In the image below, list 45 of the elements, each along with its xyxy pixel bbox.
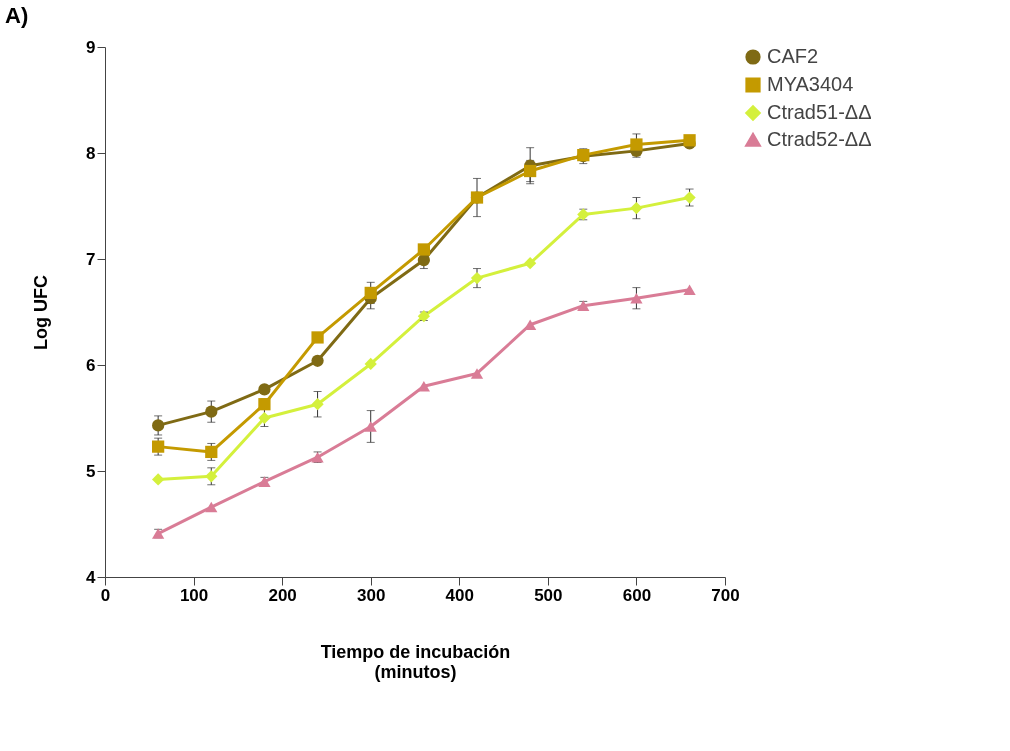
- point: [311, 398, 324, 411]
- x-tick-label: 700: [711, 585, 740, 605]
- x-tick-label: 500: [534, 585, 563, 605]
- point: [683, 284, 696, 296]
- point: [364, 286, 377, 300]
- chart-title: A): [5, 3, 29, 28]
- y-tick-label: 8: [86, 143, 96, 163]
- x-tick-label: 300: [357, 585, 386, 605]
- y-axis-title: Log UFC: [31, 275, 52, 350]
- legend-label: CAF2: [767, 45, 819, 67]
- point: [311, 354, 324, 367]
- y-tick-label: 6: [86, 355, 96, 375]
- point: [364, 421, 377, 432]
- y-tick-label: 4: [86, 567, 97, 587]
- point: [205, 501, 218, 513]
- point: [258, 383, 271, 396]
- point: [524, 164, 537, 178]
- x-tick-label: 600: [622, 585, 652, 605]
- point: [630, 292, 643, 304]
- x-tick-label: 100: [179, 585, 209, 605]
- point: [311, 331, 324, 344]
- x-tick-label: 200: [268, 585, 297, 605]
- x-axis-title: Tiempo de incubación (minutos): [320, 641, 511, 682]
- y-tick-label: 7: [86, 249, 96, 269]
- y-tick-label: 5: [86, 461, 96, 481]
- point: [258, 476, 271, 487]
- point: [152, 419, 165, 432]
- point: [205, 405, 218, 418]
- x-tick-label: 400: [445, 585, 474, 605]
- point: [364, 357, 377, 371]
- point: [205, 445, 218, 459]
- point: [205, 470, 218, 483]
- point: [524, 257, 537, 270]
- point: [524, 319, 537, 331]
- point: [470, 368, 484, 379]
- point: [417, 243, 430, 256]
- x-tick-label: 0: [100, 585, 111, 605]
- point: [152, 473, 165, 486]
- legend-label: MYA3404: [767, 73, 854, 95]
- point: [630, 202, 643, 215]
- y-tick-label: 9: [86, 37, 96, 57]
- point: [470, 271, 484, 285]
- point: [630, 138, 643, 151]
- legend-label: Ctrad51-ΔΔ: [767, 101, 872, 123]
- legend-label: Ctrad52-ΔΔ: [767, 128, 872, 150]
